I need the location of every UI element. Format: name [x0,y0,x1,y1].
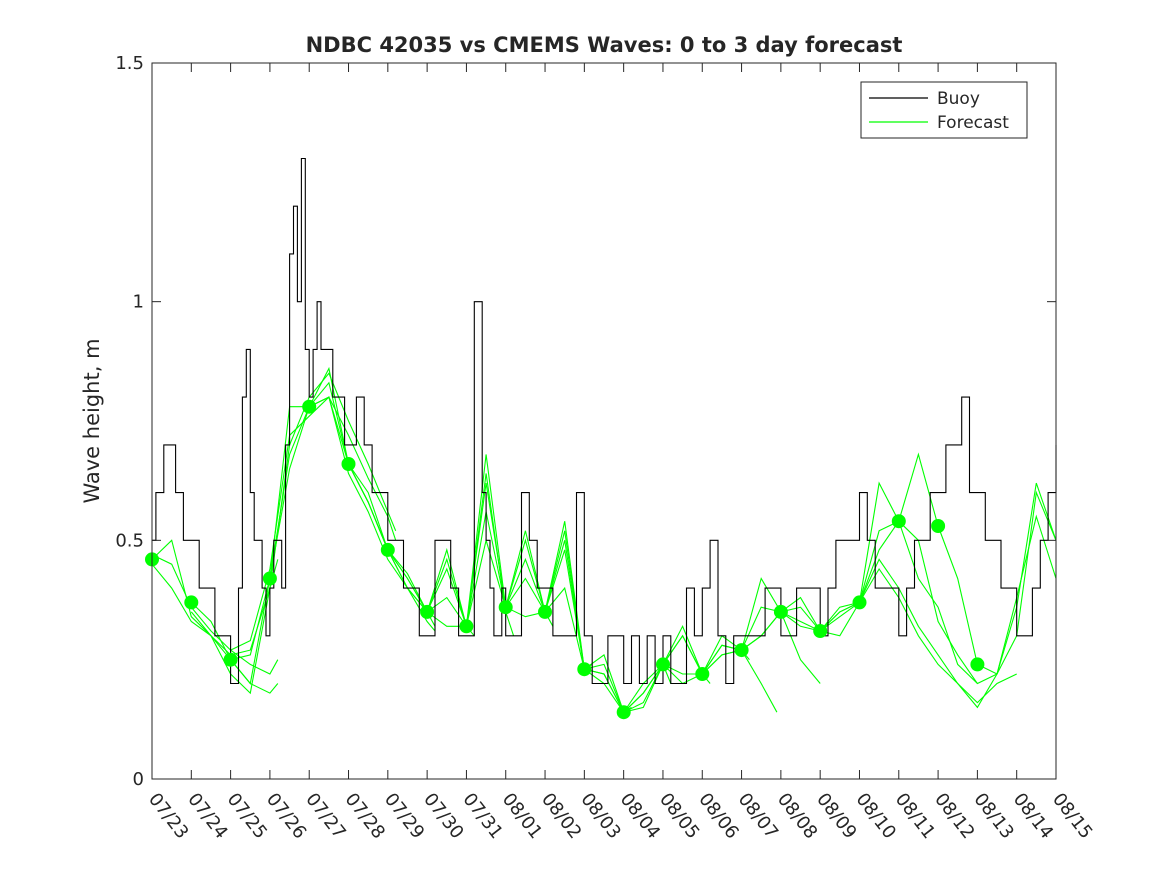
forecast-marker-12 [577,662,592,677]
y-tick-label: 1 [133,292,144,313]
x-tick-label: 08/08 [773,789,821,843]
forecast-marker-5 [302,399,317,414]
legend: Buoy Forecast [860,81,1028,139]
x-tick-label: 08/09 [812,789,860,843]
forecast-marker-17 [773,604,788,619]
forecast-marker-16 [734,643,749,658]
x-tick-label: 07/27 [301,789,349,843]
forecast-marker-18 [813,624,828,638]
x-tick-label: 08/02 [537,789,585,843]
x-tick-label: 08/11 [891,789,939,843]
x-tick-label: 07/29 [380,789,428,843]
x-tick-label: 08/10 [852,789,900,843]
x-tick-label: 08/06 [694,789,742,843]
forecast-marker-22 [970,657,985,672]
x-tick-label: 08/13 [969,789,1017,843]
x-tick-label: 07/25 [223,789,271,843]
y-axis-label: Wave height, m [80,338,104,503]
x-tick-label: 08/03 [576,789,624,843]
x-tick-label: 08/14 [1009,789,1057,843]
forecast-marker-21 [931,519,946,533]
forecast-line-2 [151,563,279,694]
forecast-line-13 [465,521,672,713]
forecast-line-4 [190,396,397,685]
forecast-marker-4 [262,571,277,586]
chart-title: NDBC 42035 vs CMEMS Waves: 0 to 3 day fo… [306,33,903,57]
x-tick-label: 08/15 [1048,789,1096,843]
forecast-line-5 [190,372,397,695]
x-tick-label: 08/12 [930,789,978,843]
x-tick-label: 07/28 [341,789,389,843]
forecast-marker-8 [420,604,435,619]
forecast-marker-7 [380,542,395,557]
forecast-line-6 [230,381,436,661]
x-tick-label: 07/30 [419,789,467,843]
forecast-marker-11 [538,604,552,619]
y-tick-label: 0 [133,769,144,790]
x-tick-label: 07/24 [183,789,231,843]
legend-buoy-label: Buoy [937,89,980,109]
forecast-marker-10 [498,600,513,615]
forecast-marker-14 [656,657,670,672]
plot-frame [151,62,1057,780]
forecast-line-20 [741,452,939,651]
series-layer [145,157,1057,720]
x-tick-label: 08/07 [734,789,782,843]
forecast-marker-6 [341,457,356,471]
forecast-line-25 [937,482,1057,675]
x-tick-label: 07/26 [262,789,310,843]
y-tick-label: 1.5 [115,53,144,74]
forecast-marker-2 [184,595,199,610]
x-tick-label: 07/31 [458,789,506,843]
forecast-marker-13 [616,705,631,720]
x-tick-label: 08/01 [498,789,546,843]
forecast-marker-15 [695,667,710,681]
x-tick-label: 08/05 [655,789,703,843]
forecast-line-9 [308,396,515,636]
y-tick-label: 0.5 [115,530,144,551]
forecast-marker-20 [891,514,906,529]
forecast-marker-3 [223,652,238,667]
x-tick-label: 08/04 [616,789,664,843]
legend-box [860,81,1028,139]
legend-forecast-label: Forecast [937,113,1009,133]
forecast-line-21 [780,519,978,684]
forecast-line-24 [898,514,1057,685]
forecast-marker-19 [852,595,867,610]
x-tick-label: 07/23 [144,789,192,843]
plot-area [152,63,1056,779]
forecast-marker-9 [459,619,474,634]
buoy-line [152,157,1057,685]
forecast-line-10 [348,463,554,627]
